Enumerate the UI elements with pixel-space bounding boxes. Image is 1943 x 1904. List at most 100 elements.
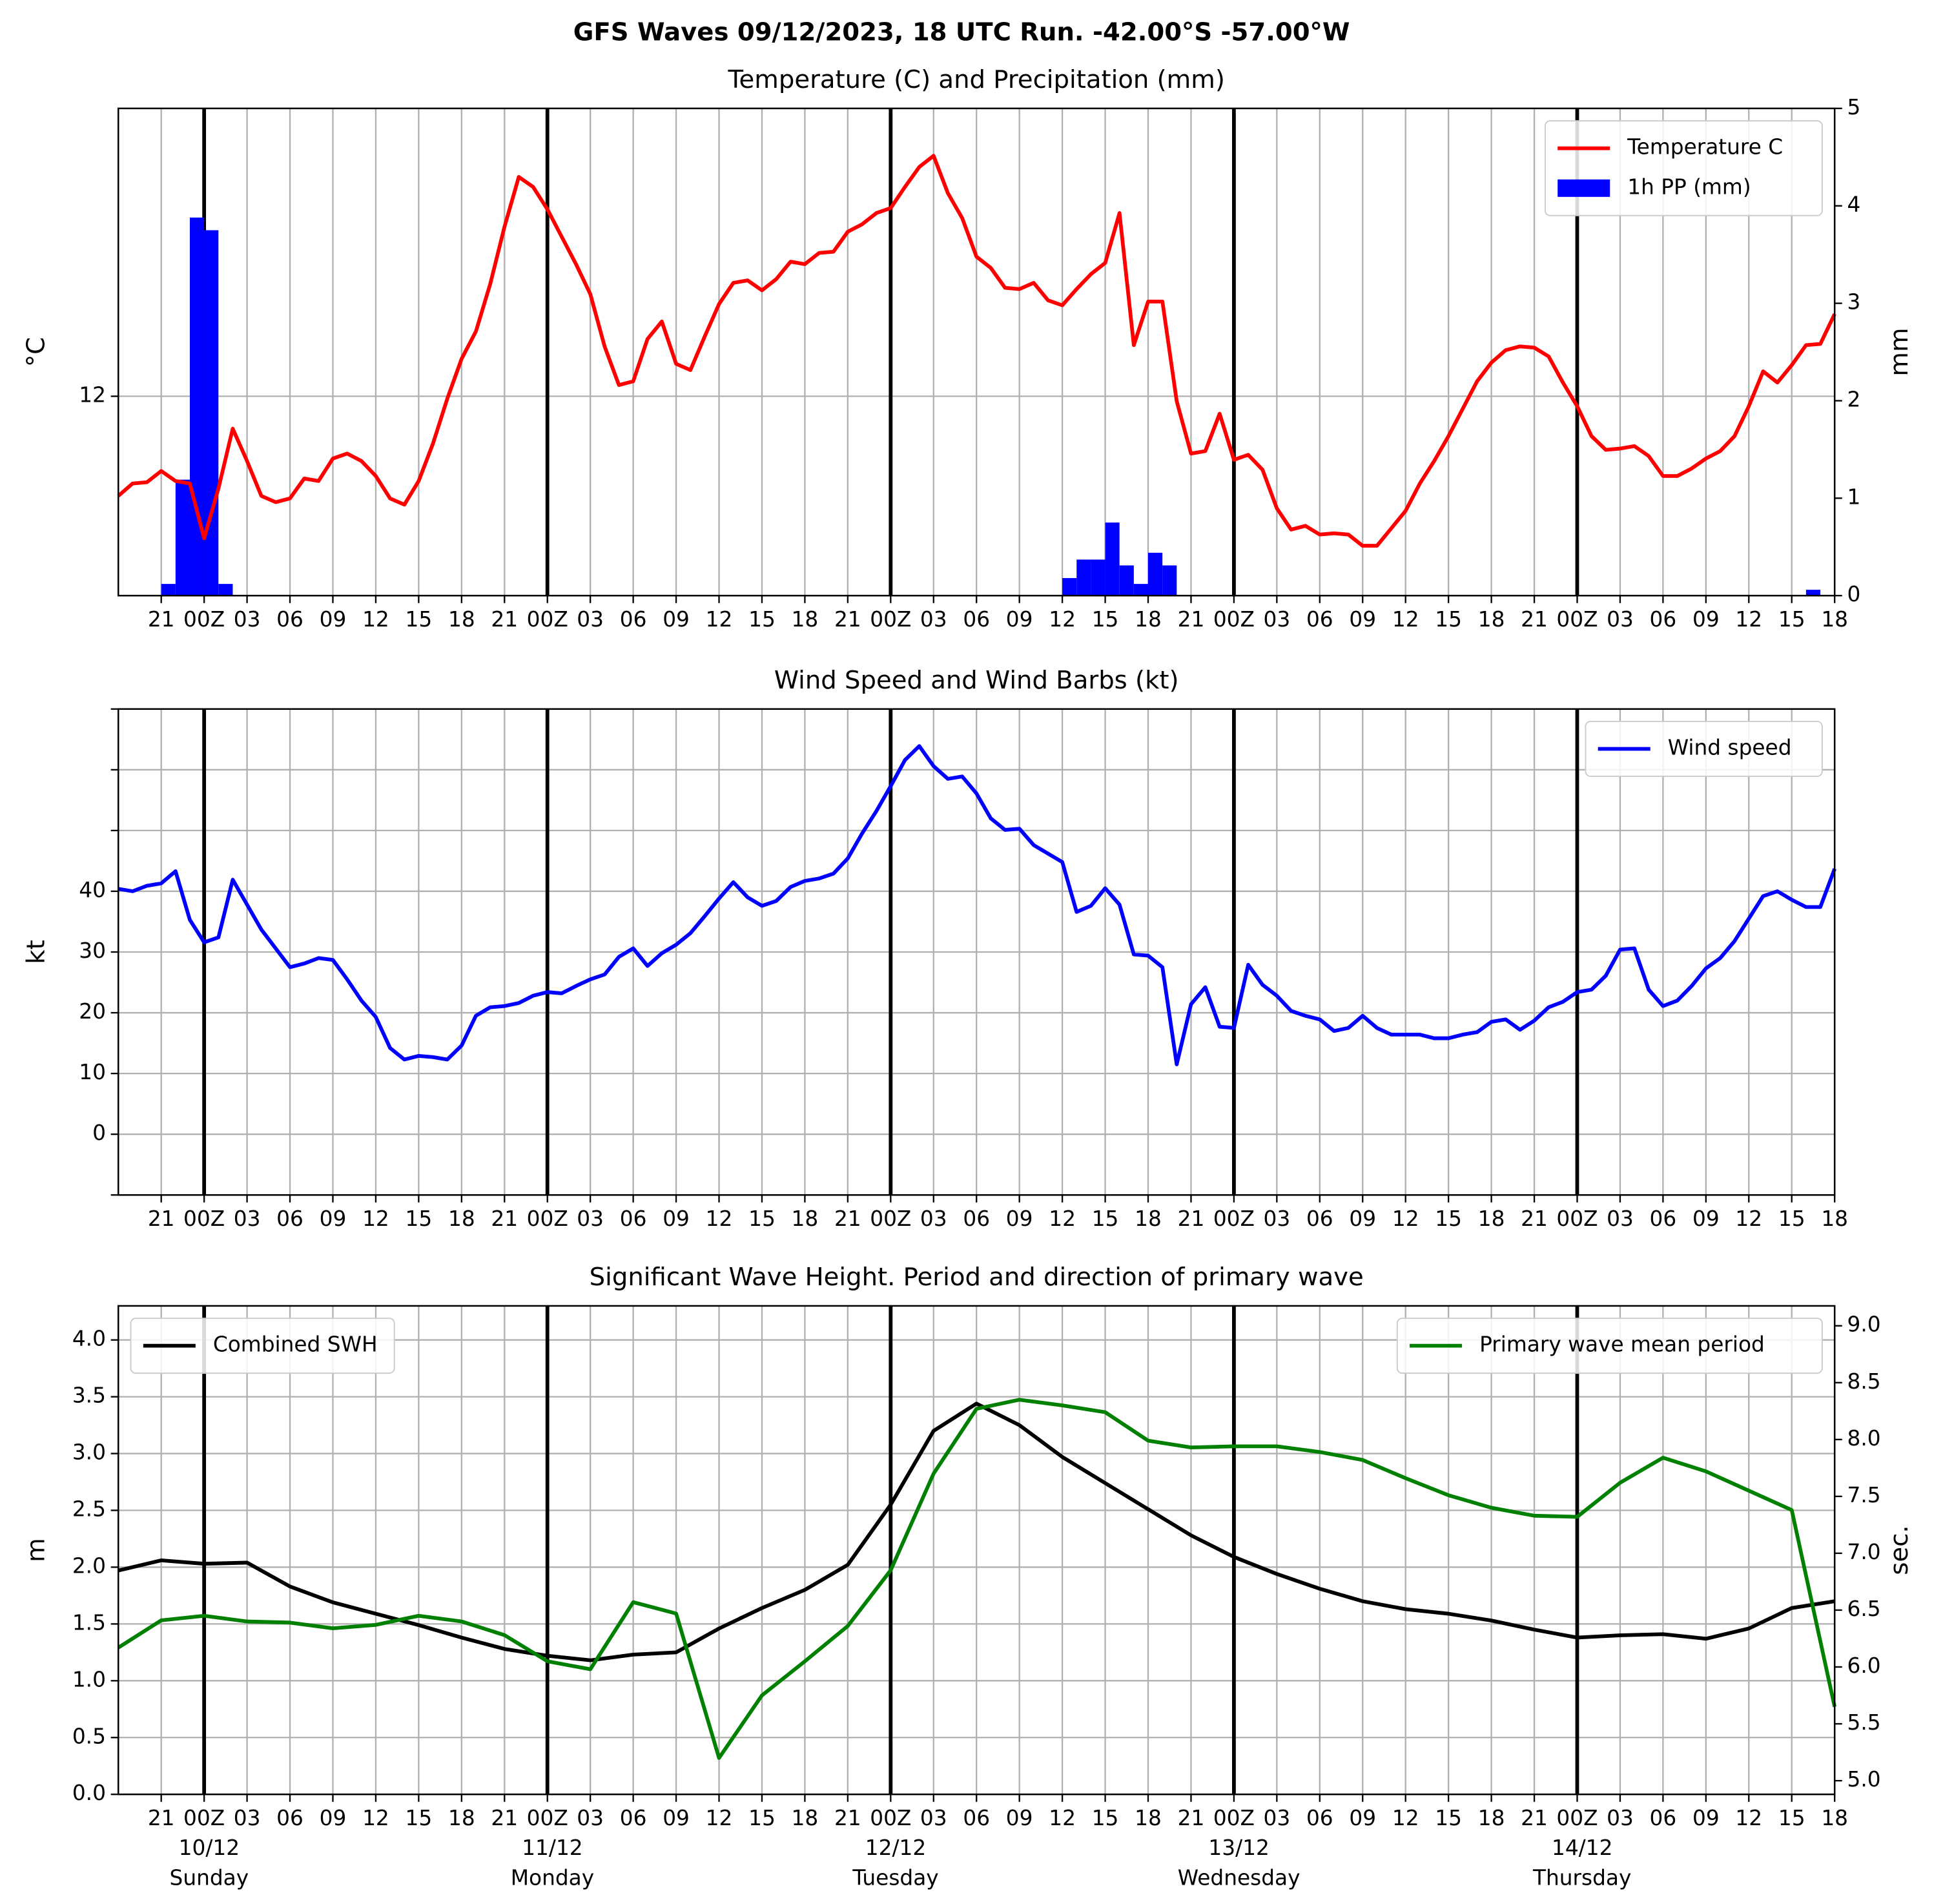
x-tick-label: 06 [963,1206,990,1231]
x-tick-label: 15 [406,1206,433,1231]
x-tick-label: 09 [1692,1206,1720,1231]
x-tick-label: 21 [491,1806,518,1830]
y-tick-label: 10 [79,1060,106,1084]
x-tick-label: 21 [1521,607,1548,632]
precip-bar [218,584,233,596]
x-tick-label: 15 [1435,607,1462,632]
y-tick-label: 3.0 [72,1440,106,1465]
x-tick-label: 06 [276,607,303,632]
x-tick-label: 15 [748,607,776,632]
x-tick-label: 12 [1392,607,1419,632]
x-tick-label: 06 [1306,607,1333,632]
x-tick-label: 06 [1650,1806,1677,1830]
y-tick-label: 2.0 [72,1553,106,1578]
x-tick-label: 00Z [870,1806,911,1830]
y2-tick-label: 0 [1847,582,1860,606]
x-tick-label: 12 [362,607,389,632]
x-tick-label: 21 [834,1806,861,1830]
x-tick-label: 09 [663,1206,690,1231]
y2-tick-label: 7.5 [1847,1483,1880,1507]
x-tick-label: 21 [834,1206,861,1231]
legend-label: Wind speed [1668,736,1792,760]
x-tick-label: 09 [1006,1806,1033,1830]
x-tick-label: 03 [234,1206,261,1231]
x-tick-label: 03 [1263,1206,1290,1231]
y-tick-label: 30 [79,938,106,963]
precip-bar [175,479,190,596]
date-label: 11/12 [522,1836,582,1860]
x-tick-label: 15 [1092,1806,1119,1830]
chart-title: Temperature (C) and Precipitation (mm) [728,65,1225,94]
x-tick-label: 00Z [527,607,568,632]
x-tick-label: 18 [792,1206,819,1231]
y2-tick-label: 5.5 [1847,1710,1880,1735]
x-tick-label: 15 [406,607,433,632]
series-line [117,154,1836,548]
x-tick-label: 12 [706,607,733,632]
x-tick-label: 21 [1178,1206,1205,1231]
x-tick-label: 18 [448,1806,475,1830]
precip-bar [161,584,176,596]
x-tick-label: 03 [920,1206,947,1231]
y2-tick-label: 3 [1847,290,1860,315]
x-tick-label: 15 [1435,1206,1462,1231]
x-tick-label: 00Z [1213,1206,1255,1231]
x-tick-label: 00Z [183,1806,225,1830]
x-tick-label: 15 [1778,1806,1805,1830]
precip-bar [1119,565,1134,596]
legend-label: 1h PP (mm) [1627,174,1751,199]
x-tick-label: 15 [1092,607,1119,632]
legend-box [1396,1318,1823,1374]
x-tick-label: 15 [1778,607,1805,632]
x-tick-label: 09 [663,607,690,632]
x-tick-label: 18 [1135,607,1162,632]
x-tick-label: 09 [1349,1806,1376,1830]
y-tick-label: 3.5 [72,1383,106,1408]
x-tick-label: 21 [1178,1806,1205,1830]
x-tick-label: 00Z [183,607,225,632]
x-tick-label: 03 [920,607,947,632]
x-tick-label: 12 [706,1206,733,1231]
precip-bar [1091,559,1105,596]
x-tick-label: 18 [448,1206,475,1231]
y2-tick-label: 1 [1847,484,1860,509]
x-tick-label: 12 [1049,607,1076,632]
x-tick-label: 00Z [183,1206,225,1231]
x-tick-label: 00Z [527,1206,568,1231]
chart-title: Wind Speed and Wind Barbs (kt) [774,666,1179,695]
precip-bar [204,230,219,596]
x-tick-label: 06 [1650,607,1677,632]
y-axis-label: kt [21,940,50,964]
axes-frame [117,1305,1836,1795]
x-tick-label: 21 [148,607,175,632]
x-tick-label: 06 [276,1806,303,1830]
legend-swatch [1557,179,1610,197]
x-tick-label: 06 [620,1206,647,1231]
precip-bar [1076,559,1091,596]
x-tick-label: 21 [491,607,518,632]
axes-frame [117,107,1836,597]
x-tick-label: 03 [577,1206,604,1231]
legend-label: Temperature C [1627,135,1783,160]
x-tick-label: 09 [1692,607,1720,632]
x-tick-label: 06 [1650,1206,1677,1231]
y2-tick-label: 8.0 [1847,1426,1880,1451]
y-tick-label: 0.0 [72,1781,106,1805]
y2-tick-label: 6.5 [1847,1597,1880,1621]
x-tick-label: 09 [320,607,347,632]
x-tick-label: 15 [1435,1806,1462,1830]
x-tick-label: 06 [276,1206,303,1231]
x-tick-label: 18 [1135,1806,1162,1830]
y-tick-label: 0.5 [72,1724,106,1748]
y2-tick-label: 5.0 [1847,1767,1880,1792]
x-tick-label: 18 [1478,1806,1505,1830]
x-tick-label: 00Z [1556,1806,1598,1830]
x-tick-label: 15 [748,1206,776,1231]
legend-box [1544,120,1823,216]
x-tick-label: 09 [1349,607,1376,632]
x-tick-label: 18 [792,1806,819,1830]
x-tick-label: 12 [1392,1806,1419,1830]
x-tick-label: 00Z [1213,1806,1255,1830]
x-tick-label: 18 [792,607,819,632]
